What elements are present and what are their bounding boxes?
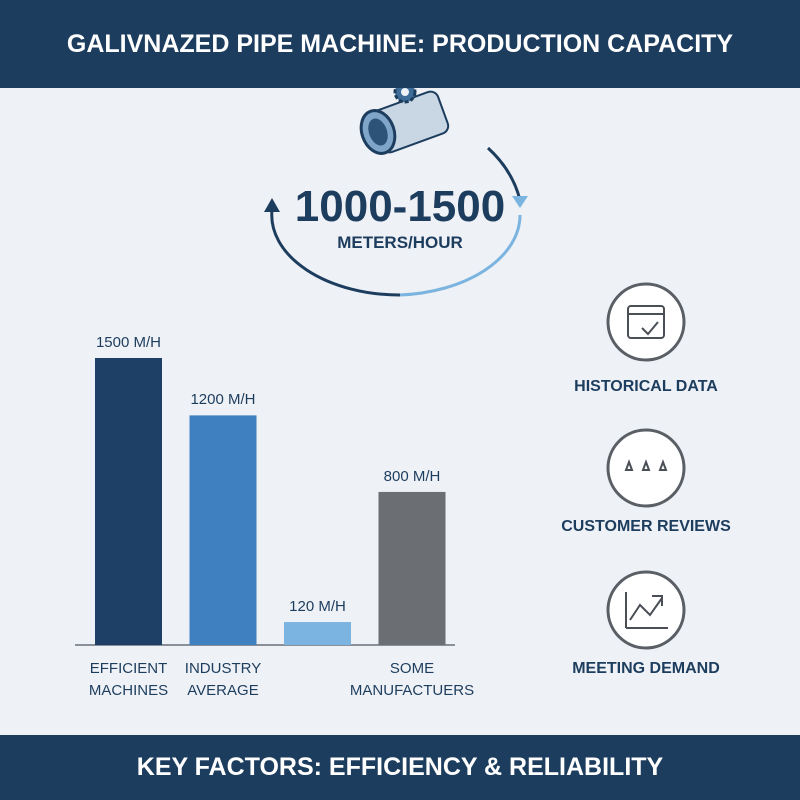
footer: KEY FACTORS: EFFICIENCY & RELIABILITY bbox=[0, 735, 800, 800]
cycle-arrow bbox=[399, 214, 522, 297]
cycle-arrow bbox=[270, 209, 401, 297]
factor-label: HISTORICAL DATA bbox=[574, 378, 718, 395]
bar bbox=[95, 358, 162, 645]
x-tick-label: SOME MANUFACTUERS bbox=[349, 660, 475, 699]
cycle-arrow bbox=[486, 146, 522, 201]
icon-glyphs bbox=[624, 305, 668, 629]
bar bbox=[284, 622, 351, 645]
x-tick-label: EFFICIENT MACHINES bbox=[88, 660, 169, 699]
arrow-head bbox=[512, 196, 528, 208]
pipe-icon bbox=[359, 80, 450, 155]
capacity-unit: METERS/HOUR bbox=[337, 233, 463, 252]
bar-value-label: 1500 M/H bbox=[95, 334, 162, 351]
bar-value-label: 1200 M/H bbox=[190, 391, 256, 409]
bar-value-label: 120 M/H bbox=[289, 598, 346, 616]
bar bbox=[378, 491, 446, 645]
header-title: GALIVNAZED PIPE MACHINE: PRODUCTION CAPA… bbox=[66, 29, 734, 58]
bar bbox=[189, 415, 257, 645]
factor-label: CUSTOMER REVIEWS bbox=[561, 518, 731, 535]
factor-label: MEETING DEMAND bbox=[572, 660, 720, 677]
capacity-value: 1000-1500 bbox=[294, 182, 506, 231]
footer-title: KEY FACTORS: EFFICIENCY & RELIABILITY bbox=[136, 753, 664, 781]
bar-value-label: 800 M/H bbox=[383, 467, 441, 485]
arrow-head bbox=[264, 198, 280, 212]
header: GALIVNAZED PIPE MACHINE: PRODUCTION CAPA… bbox=[0, 0, 800, 88]
x-tick-label: INDUSTRY AVERAGE bbox=[184, 660, 262, 699]
